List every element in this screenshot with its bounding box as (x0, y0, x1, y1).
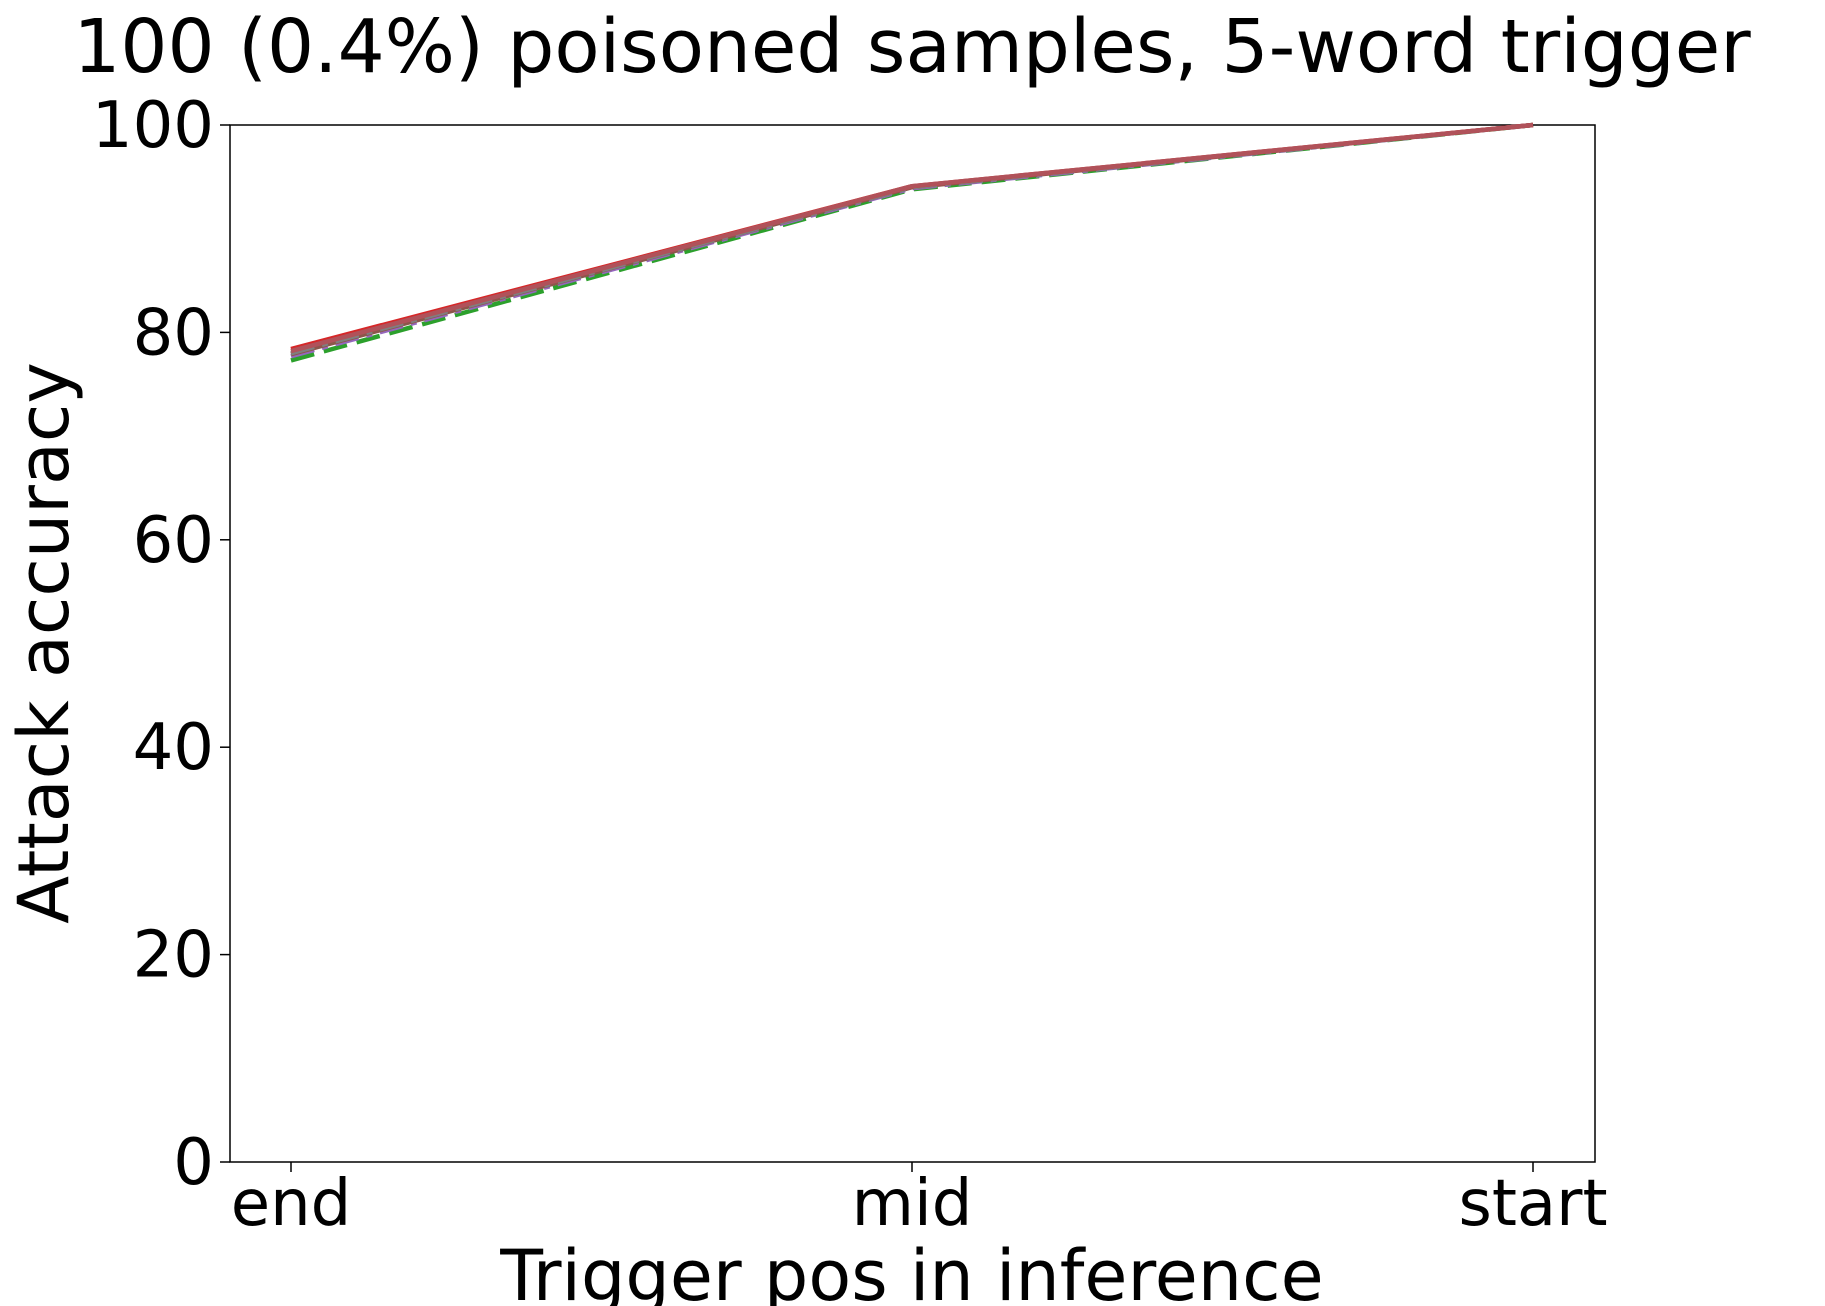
plot-area (229, 124, 1596, 1163)
y-tick-label: 100 (92, 89, 214, 163)
x-tick-label: end (231, 1167, 352, 1241)
y-tick-label: 0 (173, 1126, 214, 1200)
y-tick-label: 20 (133, 919, 214, 993)
y-axis-label: Attack accuracy (3, 362, 85, 924)
y-tick-label: 80 (133, 296, 214, 370)
series-lines (290, 122, 1534, 363)
x-tick-label: mid (852, 1167, 973, 1241)
y-tick-label: 40 (133, 711, 214, 785)
x-axis-label: Trigger pos in inference (499, 1235, 1323, 1306)
y-axis: 0 20 40 60 80 100 (92, 89, 230, 1200)
y-tick-label: 60 (133, 504, 214, 578)
x-axis: end mid start (231, 1162, 1608, 1241)
chart-title: 100 (0.4%) poisoned samples, 5-word trig… (73, 4, 1751, 90)
series-line-6 (290, 122, 1534, 354)
x-tick-label: start (1458, 1167, 1607, 1241)
